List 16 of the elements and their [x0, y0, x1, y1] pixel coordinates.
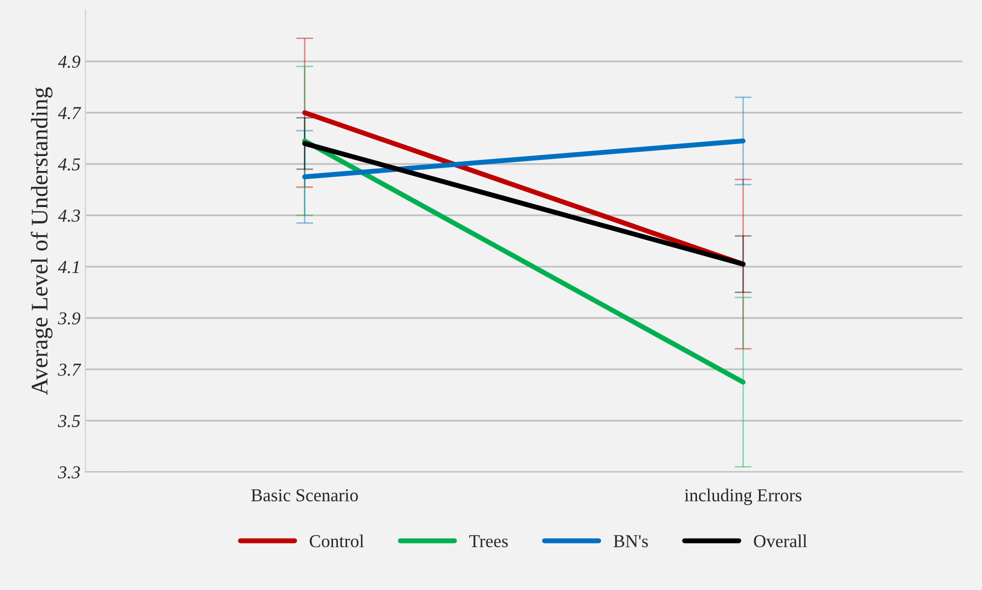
- y-tick-label: 4.1: [58, 261, 79, 274]
- y-tick-label: 3.7: [58, 364, 82, 376]
- legend-label: BN's: [614, 535, 648, 548]
- y-tick-label: 3.3: [58, 466, 80, 479]
- legend-label: Trees: [469, 535, 508, 548]
- y-tick-label: 4.3: [58, 210, 80, 222]
- y-tick-label: 3.9: [58, 312, 80, 325]
- x-tick-label: Basic Scenario: [251, 489, 358, 502]
- y-tick-label: 4.9: [58, 56, 80, 68]
- y-tick-label: 4.7: [58, 107, 82, 120]
- y-tick-label: 4.5: [58, 158, 80, 171]
- y-axis-title: Average Level of Understanding: [30, 87, 52, 395]
- legend-label: Control: [310, 534, 364, 548]
- legend-label: Overall: [754, 534, 807, 548]
- y-tick-label: 3.5: [58, 414, 80, 428]
- x-tick-label: including Errors: [684, 488, 802, 506]
